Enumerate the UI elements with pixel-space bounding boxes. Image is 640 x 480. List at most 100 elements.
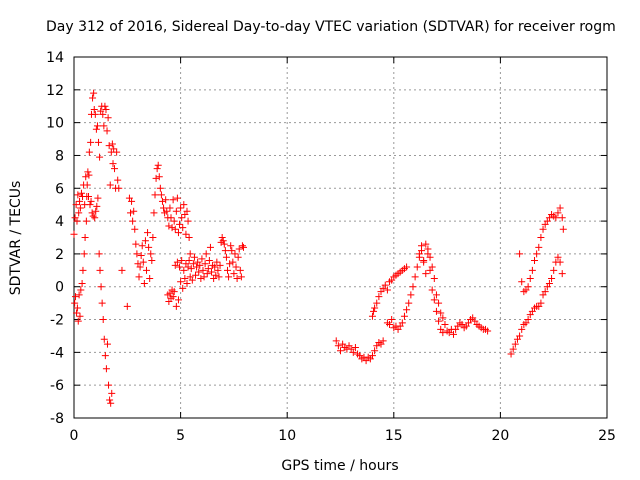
- data-point: [349, 348, 357, 356]
- data-point: [150, 209, 158, 217]
- data-point: [89, 94, 97, 102]
- data-point: [84, 168, 92, 176]
- data-point: [437, 309, 445, 317]
- data-point: [198, 255, 206, 263]
- data-point: [73, 217, 81, 225]
- data-point: [201, 260, 209, 268]
- data-point: [441, 320, 449, 328]
- data-point: [409, 283, 417, 291]
- data-point: [97, 283, 105, 291]
- data-point: [221, 247, 229, 255]
- data-point: [552, 214, 560, 222]
- data-point: [79, 266, 87, 274]
- x-axis-label: GPS time / hours: [281, 458, 398, 474]
- data-point: [109, 160, 117, 168]
- data-point: [100, 335, 108, 343]
- data-point: [238, 242, 246, 250]
- data-point: [232, 263, 240, 271]
- x-tick-label: 25: [598, 428, 616, 444]
- data-point: [170, 217, 178, 225]
- data-point: [85, 148, 93, 156]
- data-point: [111, 165, 119, 173]
- data-point: [110, 145, 118, 153]
- data-point: [138, 242, 146, 250]
- data-point: [180, 266, 188, 274]
- x-tick-label: 10: [278, 428, 296, 444]
- data-point: [168, 224, 176, 232]
- data-point: [337, 347, 344, 355]
- chart-title: Day 312 of 2016, Sidereal Day-to-day VTE…: [46, 19, 616, 35]
- data-point: [199, 266, 207, 274]
- data-point: [439, 329, 447, 337]
- data-point: [154, 161, 162, 169]
- data-point: [100, 122, 108, 130]
- data-point: [205, 256, 213, 264]
- data-point: [204, 265, 212, 273]
- data-point: [135, 273, 143, 281]
- data-point: [180, 201, 188, 209]
- data-point: [104, 114, 112, 122]
- data-point: [103, 340, 111, 348]
- data-point: [107, 399, 115, 407]
- data-point: [203, 270, 211, 278]
- data-point: [234, 253, 242, 261]
- data-point: [78, 279, 86, 287]
- data-point: [174, 296, 182, 304]
- data-point: [192, 271, 200, 279]
- data-point: [418, 247, 426, 255]
- data-point: [80, 250, 88, 258]
- data-point: [96, 266, 104, 274]
- data-point: [222, 253, 230, 261]
- data-point: [106, 396, 114, 404]
- data-point: [144, 229, 152, 237]
- data-point: [484, 327, 492, 335]
- y-tick-label: 12: [46, 83, 64, 99]
- data-point: [128, 197, 136, 205]
- data-point: [550, 266, 558, 274]
- data-point: [415, 253, 423, 261]
- data-point: [229, 258, 237, 266]
- data-point: [185, 256, 193, 264]
- y-tick-label: 4: [55, 214, 64, 230]
- data-point: [183, 207, 191, 215]
- data-point: [236, 266, 244, 274]
- data-point: [105, 142, 113, 150]
- data-point: [176, 263, 184, 271]
- data-point: [428, 286, 436, 294]
- data-point: [182, 230, 190, 238]
- data-point: [215, 273, 223, 281]
- data-point: [537, 299, 545, 307]
- data-point: [126, 209, 134, 217]
- data-point: [152, 174, 160, 182]
- data-point: [96, 153, 104, 161]
- y-tick-label: -2: [50, 313, 64, 329]
- data-point: [539, 225, 547, 233]
- data-point: [172, 302, 180, 310]
- data-point: [548, 275, 556, 283]
- data-point: [235, 245, 243, 253]
- y-tick-label: -4: [50, 345, 64, 361]
- data-point: [516, 250, 524, 258]
- data-point: [177, 204, 185, 212]
- data-point: [142, 266, 150, 274]
- data-point: [158, 197, 166, 205]
- data-point: [173, 258, 181, 266]
- data-point: [435, 299, 443, 307]
- data-point: [86, 201, 94, 209]
- data-point: [225, 273, 233, 281]
- data-point: [115, 184, 123, 192]
- data-point: [398, 319, 406, 327]
- data-point: [133, 250, 141, 258]
- data-point: [160, 204, 168, 212]
- data-point: [178, 256, 186, 264]
- data-point: [72, 201, 80, 209]
- data-point: [99, 316, 107, 324]
- data-point: [147, 250, 155, 258]
- data-point: [524, 316, 532, 324]
- y-axis-label: SDTVAR / TECUs: [8, 181, 24, 296]
- data-point: [226, 260, 234, 268]
- data-point: [509, 345, 517, 353]
- data-point: [228, 247, 236, 255]
- data-point: [136, 263, 144, 271]
